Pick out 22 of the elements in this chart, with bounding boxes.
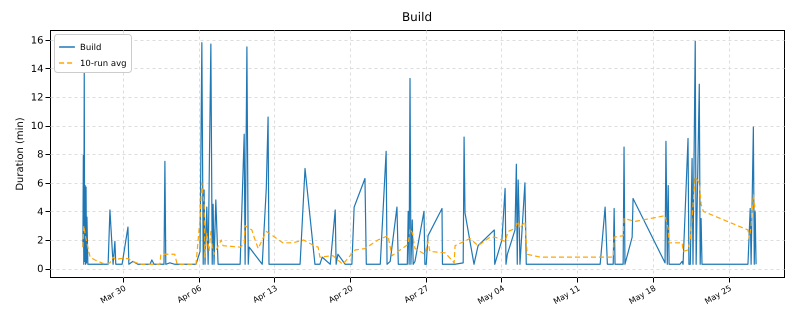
- y-axis-title: Duration (min): [14, 117, 26, 191]
- y-tick-label: 4: [37, 206, 44, 218]
- x-tick-label: Apr 13: [251, 284, 279, 305]
- y-tick-label: 0: [37, 264, 44, 276]
- x-tick-label: May 18: [628, 284, 658, 306]
- y-tick-label: 16: [30, 35, 44, 46]
- x-tick-label: May 04: [476, 284, 506, 306]
- legend-label: 10-run avg: [80, 59, 126, 69]
- x-tick-label: May 25: [703, 284, 734, 306]
- y-tick-label: 8: [37, 150, 44, 161]
- y-tick-label: 2: [37, 235, 44, 246]
- x-tick-label: Apr 27: [402, 284, 430, 305]
- legend-label: Build: [80, 43, 102, 53]
- x-tick-label: Mar 30: [98, 284, 128, 306]
- chart-title: Build: [402, 10, 432, 24]
- y-tick-label: 14: [30, 64, 44, 75]
- y-tick-label: 6: [37, 178, 44, 190]
- y-tick-label: 10: [30, 121, 44, 132]
- x-tick-label: Apr 20: [327, 284, 355, 305]
- x-tick-label: May 11: [552, 284, 582, 306]
- x-tick-label: Apr 06: [176, 284, 204, 305]
- y-tick-label: 12: [30, 92, 44, 104]
